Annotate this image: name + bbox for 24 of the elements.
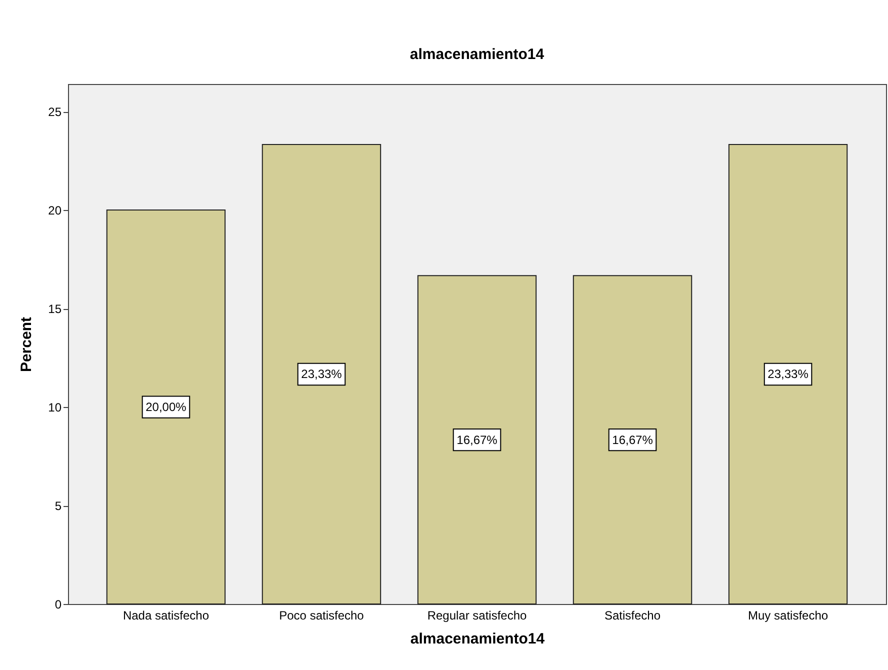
bar	[106, 210, 226, 604]
y-axis-title: Percent	[18, 316, 36, 372]
x-tick-label: Nada satisfecho	[122, 608, 210, 622]
x-tick-label: Satisfecho	[604, 608, 661, 622]
y-tick-label: 15	[48, 302, 62, 316]
y-tick-label: 25	[48, 105, 62, 120]
bar	[417, 275, 537, 604]
chart-title: almacenamiento14	[410, 46, 545, 63]
x-axis-title: almacenamiento14	[410, 630, 546, 648]
data-label: 20,00%	[146, 400, 187, 414]
data-label: 23,33%	[301, 367, 342, 382]
x-tick-label: Poco satisfecho	[279, 608, 364, 622]
y-tick-label: 20	[48, 204, 62, 218]
data-label: 23,33%	[768, 367, 809, 382]
y-tick-label: 10	[48, 400, 62, 415]
data-label: 16,67%	[456, 432, 498, 447]
x-tick-label: Regular satisfecho	[427, 608, 528, 622]
bar	[572, 275, 692, 604]
bar	[728, 144, 848, 604]
x-tick-label: Muy satisfecho	[748, 608, 828, 622]
y-tick-label: 0	[54, 598, 62, 612]
data-label: 16,67%	[612, 432, 654, 447]
bar	[262, 144, 382, 604]
y-tick-label: 5	[54, 499, 62, 514]
